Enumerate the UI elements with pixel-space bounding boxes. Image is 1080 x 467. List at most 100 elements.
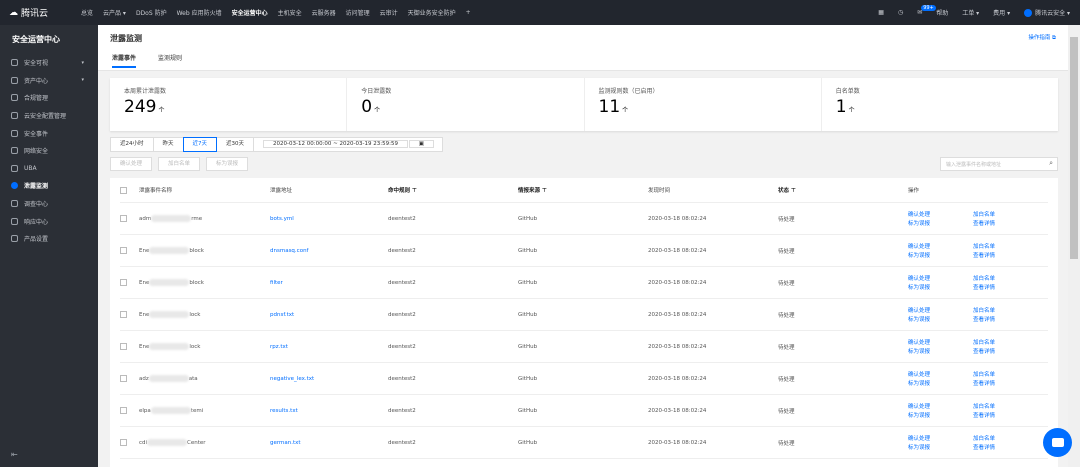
tab-rules[interactable]: 监测规则 <box>158 55 183 62</box>
false-positive-link[interactable]: 标为误报 <box>908 285 931 291</box>
whitelist-link[interactable]: 加白名单 <box>973 308 996 314</box>
tab-events[interactable]: 泄露事件 <box>112 53 137 68</box>
false-positive-link[interactable]: 标为误报 <box>908 221 931 227</box>
confirm-link[interactable]: 确认处理 <box>908 244 931 250</box>
sidebar-item[interactable]: 合规管理 <box>0 89 98 107</box>
confirm-link[interactable]: 确认处理 <box>908 276 931 282</box>
confirm-link[interactable]: 确认处理 <box>908 404 931 410</box>
row-checkbox[interactable] <box>120 343 127 350</box>
details-link[interactable]: 查看详情 <box>973 413 996 419</box>
scrollbar[interactable] <box>1068 25 1080 467</box>
nav-item[interactable]: 云产品 ▾ <box>103 10 126 17</box>
whitelist-button[interactable]: 加白名单 <box>158 157 201 171</box>
nav-item[interactable]: 主机安全 <box>277 10 302 17</box>
nav-item[interactable]: + <box>465 9 471 16</box>
sidebar-item[interactable]: 调查中心 <box>0 195 98 213</box>
confirm-link[interactable]: 确认处理 <box>908 340 931 346</box>
confirm-button[interactable]: 确认处理 <box>110 157 153 171</box>
whitelist-link[interactable]: 加白名单 <box>973 340 996 346</box>
details-link[interactable]: 查看详情 <box>973 445 996 451</box>
sidebar-item[interactable]: 产品设置 <box>0 230 98 248</box>
details-link[interactable]: 查看详情 <box>973 349 996 355</box>
address-link[interactable]: rpz.txt <box>270 343 288 350</box>
date-range-picker[interactable]: 2020-03-12 00:00:00 ~ 2020-03-19 23:59:5… <box>253 137 443 152</box>
fee-menu[interactable]: 费用 ▾ <box>993 10 1011 17</box>
nav-item[interactable]: 总览 <box>81 10 94 17</box>
confirm-link[interactable]: 确认处理 <box>908 308 931 314</box>
whitelist-link[interactable]: 加白名单 <box>973 276 996 282</box>
sidebar-item[interactable]: 泄露监测 <box>0 177 98 195</box>
false-positive-link[interactable]: 标为误报 <box>908 349 931 355</box>
user-menu[interactable]: 腾讯云安全 ▾ <box>1024 8 1070 18</box>
whitelist-link[interactable]: 加白名单 <box>973 372 996 378</box>
sidebar-item[interactable]: 资产中心 ▾ <box>0 72 98 90</box>
whitelist-link[interactable]: 加白名单 <box>973 212 996 218</box>
col-rule[interactable]: 命中规则 ⊤ <box>388 188 417 194</box>
confirm-link[interactable]: 确认处理 <box>908 372 931 378</box>
range-30d[interactable]: 近30天 <box>216 137 255 152</box>
sidebar-item[interactable]: 响应中心 <box>0 212 98 230</box>
false-positive-link[interactable]: 标为误报 <box>908 413 931 419</box>
details-link[interactable]: 查看详情 <box>973 317 996 323</box>
sidebar-item[interactable]: UBA <box>0 160 98 178</box>
confirm-link[interactable]: 确认处理 <box>908 436 931 442</box>
nav-item[interactable]: Web 应用防火墙 <box>176 10 222 17</box>
false-positive-link[interactable]: 标为误报 <box>908 445 931 451</box>
row-checkbox[interactable] <box>120 279 127 286</box>
status: 待处理 <box>778 408 795 415</box>
search-input[interactable]: 输入泄露事件名称或地址 ⌕ <box>940 157 1058 171</box>
col-source[interactable]: 情报来源 ⊤ <box>518 188 547 194</box>
scrollbar-thumb[interactable] <box>1070 37 1078 259</box>
address-link[interactable]: pdnsf.txt <box>270 311 295 318</box>
address-link[interactable]: german.txt <box>270 439 301 446</box>
address-link[interactable]: negative_lex.txt <box>270 375 315 382</box>
sidebar-item[interactable]: 安全事件 <box>0 124 98 142</box>
mail-icon[interactable]: ✉ 99+ <box>917 5 936 16</box>
confirm-link[interactable]: 确认处理 <box>908 212 931 218</box>
chat-button[interactable] <box>1043 428 1072 457</box>
col-status[interactable]: 状态 ⊤ <box>778 188 796 194</box>
sidebar-item[interactable]: 网络安全 <box>0 142 98 160</box>
clock-icon[interactable]: ◷ <box>897 9 904 16</box>
details-link[interactable]: 查看详情 <box>973 221 996 227</box>
whitelist-link[interactable]: 加白名单 <box>973 404 996 410</box>
brand-logo[interactable]: ☁ 腾讯云 <box>9 7 49 20</box>
false-positive-link[interactable]: 标为误报 <box>908 381 931 387</box>
details-link[interactable]: 查看详情 <box>973 381 996 387</box>
search-icon[interactable]: ⌕ <box>1049 159 1053 167</box>
nav-item[interactable]: DDoS 防护 <box>135 10 167 17</box>
ticket-menu[interactable]: 工单 ▾ <box>962 10 980 17</box>
address-link[interactable]: filter <box>270 279 283 286</box>
range-24h[interactable]: 近24小时 <box>110 137 154 152</box>
row-checkbox[interactable] <box>120 375 127 382</box>
range-yesterday[interactable]: 昨天 <box>152 137 184 152</box>
select-all-checkbox[interactable] <box>120 186 127 194</box>
details-link[interactable]: 查看详情 <box>973 285 996 291</box>
row-checkbox[interactable] <box>120 311 127 318</box>
address-link[interactable]: dnsmasq.conf <box>270 247 309 254</box>
false-positive-link[interactable]: 标为误报 <box>908 253 931 259</box>
sidebar-item[interactable]: 安全可视 ▾ <box>0 54 98 72</box>
nav-item[interactable]: 云审计 <box>379 10 398 17</box>
collapse-icon[interactable]: ⇤ <box>11 450 18 459</box>
row-checkbox[interactable] <box>120 407 127 414</box>
nav-item[interactable]: 访问管理 <box>345 10 370 17</box>
sidebar-item[interactable]: 云安全配置管理 <box>0 107 98 125</box>
whitelist-link[interactable]: 加白名单 <box>973 244 996 250</box>
address-link[interactable]: bots.yml <box>270 215 294 222</box>
row-checkbox[interactable] <box>120 247 127 254</box>
whitelist-link[interactable]: 加白名单 <box>973 436 996 442</box>
nav-item[interactable]: 安全运营中心 <box>231 10 268 17</box>
false-positive-button[interactable]: 标为误报 <box>206 157 249 171</box>
nav-item[interactable]: 云服务器 <box>311 10 336 17</box>
qr-icon[interactable]: ▦ <box>878 9 884 16</box>
help-link[interactable]: 帮助 <box>936 10 949 17</box>
details-link[interactable]: 查看详情 <box>973 253 996 259</box>
row-checkbox[interactable] <box>120 439 127 446</box>
false-positive-link[interactable]: 标为误报 <box>908 317 931 323</box>
range-7d[interactable]: 近7天 <box>182 137 218 152</box>
row-checkbox[interactable] <box>120 215 127 222</box>
nav-item[interactable]: 天御业务安全防护 <box>407 10 456 17</box>
guide-link[interactable]: 操作指南 ⧉ <box>1028 35 1056 41</box>
address-link[interactable]: results.txt <box>270 407 298 414</box>
